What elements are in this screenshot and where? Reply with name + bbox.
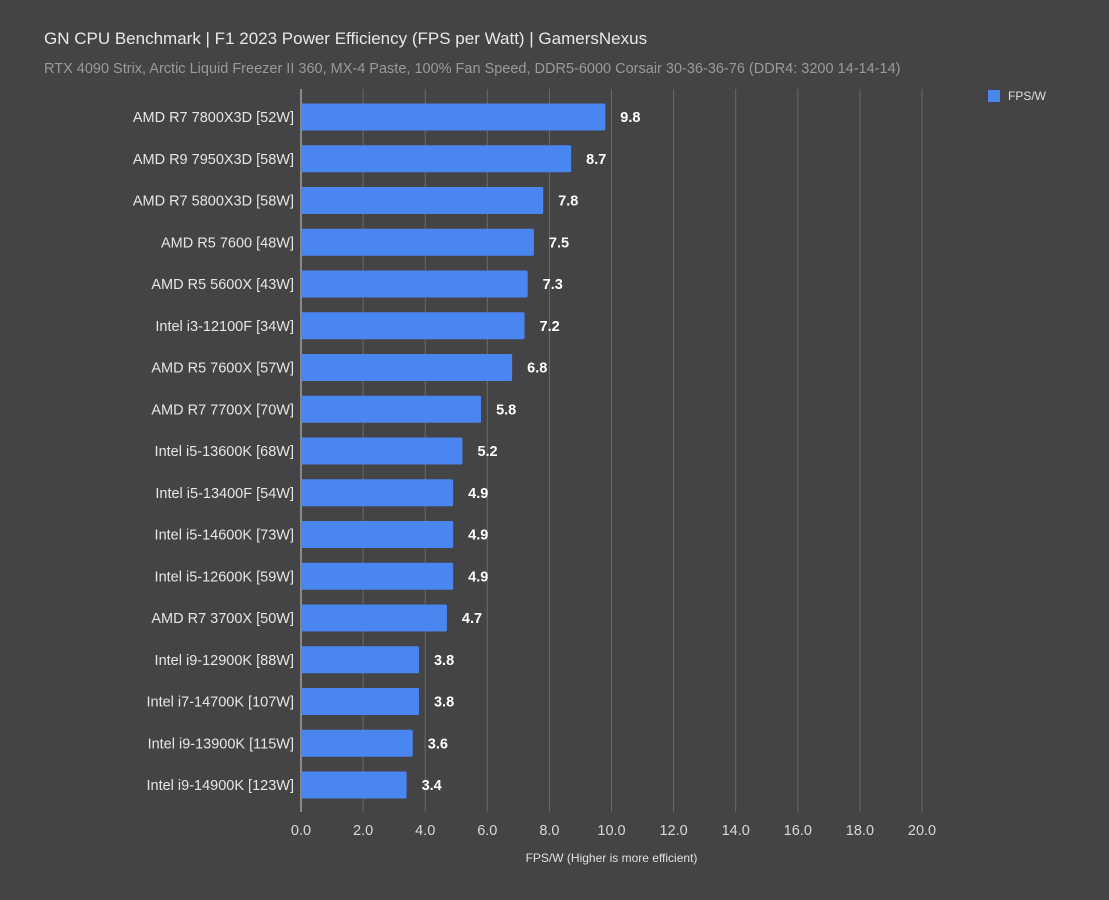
category-label: Intel i9-14900K [123W]	[146, 778, 294, 794]
category-label: AMD R7 7800X3D [52W]	[133, 110, 294, 126]
category-label: AMD R5 7600 [48W]	[161, 235, 294, 251]
data-label: 3.8	[434, 653, 454, 669]
bar	[301, 395, 482, 423]
bar	[301, 479, 454, 507]
category-label: Intel i3-12100F [34W]	[155, 319, 294, 335]
bar	[301, 562, 454, 590]
category-label: Intel i5-13400F [54W]	[155, 486, 294, 502]
data-label: 5.8	[496, 402, 516, 418]
x-tick-label: 12.0	[659, 823, 687, 839]
bar	[301, 228, 534, 256]
bar	[301, 312, 525, 340]
bar	[301, 437, 463, 465]
bar	[301, 145, 572, 173]
category-label: AMD R7 7700X [70W]	[151, 402, 294, 418]
chart-title: GN CPU Benchmark | F1 2023 Power Efficie…	[44, 29, 648, 48]
x-tick-label: 0.0	[291, 823, 311, 839]
data-label: 7.2	[540, 319, 560, 335]
bar	[301, 521, 454, 548]
category-label: AMD R9 7950X3D [58W]	[133, 152, 294, 168]
category-label: Intel i9-13900K [115W]	[148, 736, 294, 752]
legend-label: FPS/W	[1008, 89, 1046, 103]
x-tick-label: 18.0	[846, 823, 874, 839]
data-label: 3.4	[422, 778, 442, 794]
data-label: 7.5	[549, 235, 569, 251]
data-label: 8.7	[586, 152, 606, 168]
data-label: 7.8	[558, 194, 578, 210]
bar	[301, 688, 419, 715]
x-tick-label: 16.0	[784, 823, 812, 839]
bar	[301, 270, 528, 298]
x-tick-label: 8.0	[539, 823, 559, 839]
category-label: Intel i9-12900K [88W]	[155, 653, 294, 669]
bar	[301, 604, 447, 632]
data-label: 4.9	[468, 486, 488, 502]
data-label: 7.3	[543, 277, 563, 293]
x-tick-label: 2.0	[353, 823, 373, 839]
category-label: AMD R7 5800X3D [58W]	[133, 194, 294, 210]
data-label: 5.2	[477, 444, 497, 460]
data-label: 9.8	[620, 110, 640, 126]
legend-swatch	[988, 90, 1000, 102]
data-label: 6.8	[527, 361, 547, 377]
legend: FPS/W	[988, 89, 1046, 103]
category-label: Intel i7-14700K [107W]	[146, 695, 294, 711]
bar	[301, 646, 419, 674]
x-axis-label: FPS/W (Higher is more efficient)	[525, 851, 698, 865]
x-tick-label: 14.0	[722, 823, 750, 839]
x-tick-label: 6.0	[477, 823, 497, 839]
x-tick-label: 10.0	[597, 823, 625, 839]
bar	[301, 187, 544, 214]
data-label: 3.6	[428, 736, 448, 752]
data-label: 3.8	[434, 695, 454, 711]
category-label: Intel i5-12600K [59W]	[155, 569, 294, 585]
data-label: 4.9	[468, 569, 488, 585]
x-tick-label: 20.0	[908, 823, 936, 839]
data-label: 4.7	[462, 611, 482, 627]
data-label: 4.9	[468, 528, 488, 544]
category-label: Intel i5-13600K [68W]	[155, 444, 294, 460]
category-label: AMD R5 5600X [43W]	[151, 277, 294, 293]
x-tick-label: 4.0	[415, 823, 435, 839]
category-label: AMD R7 3700X [50W]	[151, 611, 294, 627]
chart-subtitle: RTX 4090 Strix, Arctic Liquid Freezer II…	[44, 61, 901, 77]
category-label: AMD R5 7600X [57W]	[151, 361, 294, 377]
category-label: Intel i5-14600K [73W]	[155, 528, 294, 544]
bar	[301, 354, 513, 381]
bar	[301, 771, 407, 799]
bar	[301, 103, 606, 131]
bar	[301, 729, 413, 757]
